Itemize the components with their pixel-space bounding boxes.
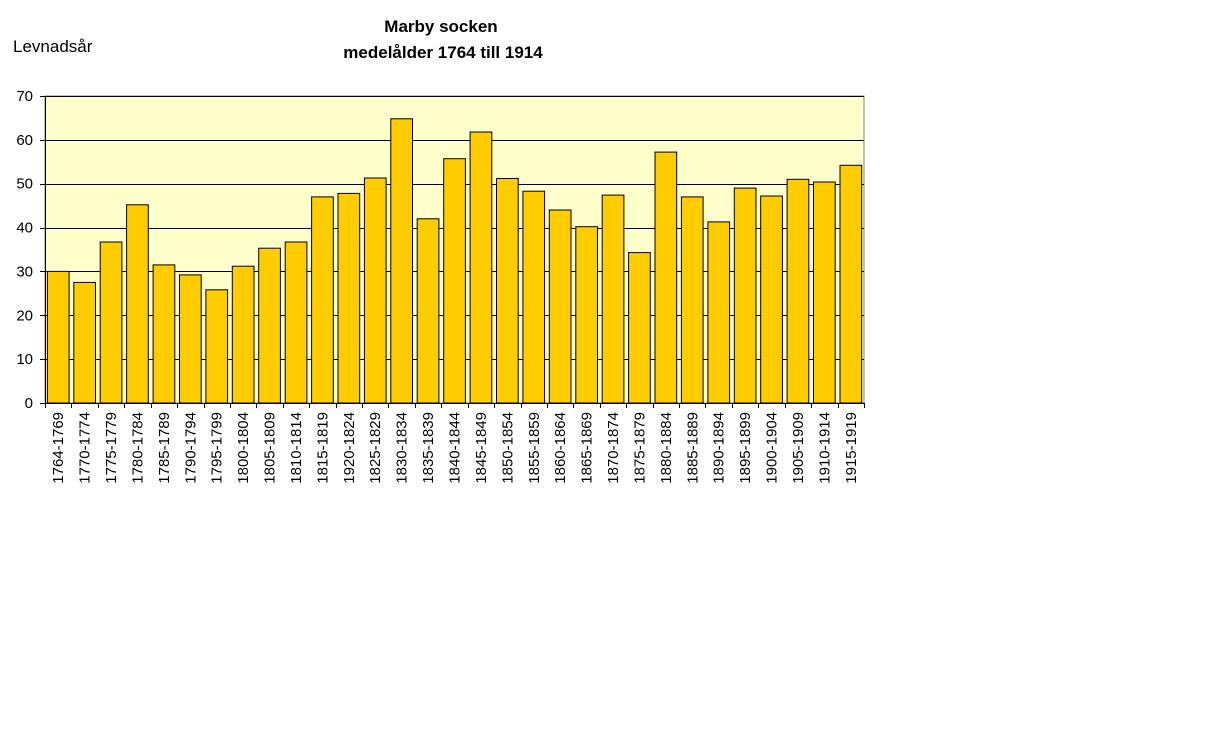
x-tick-label: 1875-1879 — [631, 412, 648, 484]
bar-1890-1894 — [707, 221, 731, 404]
y-tick-label: 20 — [16, 307, 33, 324]
axes — [40, 96, 865, 408]
bar-1790-1794 — [179, 274, 202, 404]
x-tick-label: 1780-1784 — [129, 412, 146, 484]
y-tick-label: 60 — [16, 132, 33, 149]
bar-1845-1849 — [469, 131, 493, 404]
bar-1910-1914 — [813, 181, 836, 404]
bar-1780-1784 — [126, 204, 149, 404]
x-tick-label: 1895-1899 — [737, 412, 754, 484]
bar-1855-1859 — [522, 190, 546, 404]
bar-1895-1899 — [733, 187, 757, 404]
x-tick-label: 1825-1829 — [367, 412, 384, 484]
x-tick-label: 1920-1824 — [341, 412, 358, 484]
y-tick-label: 10 — [16, 351, 33, 368]
x-tick-label: 1840-1844 — [447, 412, 464, 484]
x-tick-label: 1915-1919 — [843, 412, 860, 484]
x-tick-label: 1890-1894 — [711, 412, 728, 484]
chart-title-line-2: medelålder 1764 till 1914 — [343, 43, 543, 62]
bar-1800-1804 — [231, 265, 255, 404]
bar-1900-1904 — [760, 195, 783, 404]
x-tick-label: 1795-1799 — [209, 412, 226, 484]
bar-1885-1889 — [680, 196, 704, 404]
bar-1764-1769 — [46, 270, 70, 404]
x-tick-label: 1785-1789 — [156, 412, 173, 484]
x-tick-label: 1810-1814 — [288, 412, 305, 484]
x-tick-label: 1900-1904 — [764, 412, 781, 484]
bar-1810-1814 — [284, 241, 308, 404]
x-tick-label: 1835-1839 — [420, 412, 437, 484]
y-axis-label: Levnadsår — [13, 37, 93, 56]
bar-1920-1824 — [337, 192, 361, 404]
bar-1870-1874 — [601, 194, 625, 404]
bar-1785-1789 — [152, 264, 176, 404]
x-tick-label: 1905-1909 — [790, 412, 807, 484]
y-tick-label: 70 — [16, 88, 33, 105]
x-tick-label: 1870-1874 — [605, 412, 622, 484]
bar-1815-1819 — [311, 196, 334, 404]
x-tick-label: 1790-1794 — [182, 412, 199, 484]
bar-1915-1919 — [839, 164, 863, 404]
y-tick-label: 50 — [16, 176, 33, 193]
x-tick-label: 1815-1819 — [314, 412, 331, 484]
bar-1835-1839 — [416, 218, 440, 404]
y-tick-label: 40 — [16, 220, 33, 237]
x-tick-label: 1805-1809 — [262, 412, 279, 484]
x-tick-label: 1885-1889 — [684, 412, 701, 484]
bar-1850-1854 — [496, 178, 519, 404]
y-tick-label: 30 — [16, 263, 33, 280]
x-tick-label: 1800-1804 — [235, 412, 252, 484]
x-tick-label: 1855-1859 — [526, 412, 543, 484]
bar-1880-1884 — [654, 151, 678, 404]
bar-1865-1869 — [575, 226, 598, 404]
bar-1840-1844 — [443, 158, 466, 404]
chart-title-line-1: Marby socken — [384, 17, 497, 36]
bars — [46, 118, 863, 404]
x-tick-label: 1770-1774 — [77, 412, 94, 484]
x-tick-label: 1880-1884 — [658, 412, 675, 484]
y-tick-labels: 0 10 20 30 40 50 60 70 — [16, 88, 33, 412]
x-tick-label: 1865-1869 — [579, 412, 596, 484]
x-tick-label: 1845-1849 — [473, 412, 490, 484]
x-tick-label: 1910-1914 — [816, 412, 833, 484]
bar-1770-1774 — [73, 281, 97, 404]
x-tick-label: 1860-1864 — [552, 412, 569, 484]
x-tick-label: 1830-1834 — [394, 412, 411, 484]
bar-1775-1779 — [99, 241, 123, 404]
bar-1830-1834 — [390, 118, 413, 404]
bar-1795-1799 — [205, 289, 229, 404]
bar-1875-1879 — [628, 252, 651, 404]
x-tick-label: 1775-1779 — [103, 412, 120, 484]
x-tick-label: 1850-1854 — [499, 412, 516, 484]
x-tick-labels: 1764-1769 1770-1774 1775-1779 1780-1784 1785… — [50, 412, 860, 484]
bar-1860-1864 — [548, 209, 572, 404]
y-tick-label: 0 — [25, 395, 33, 412]
bar-1825-1829 — [363, 177, 387, 404]
bar-1905-1909 — [786, 178, 810, 404]
bar-1805-1809 — [258, 247, 281, 404]
x-tick-label: 1764-1769 — [50, 412, 67, 484]
